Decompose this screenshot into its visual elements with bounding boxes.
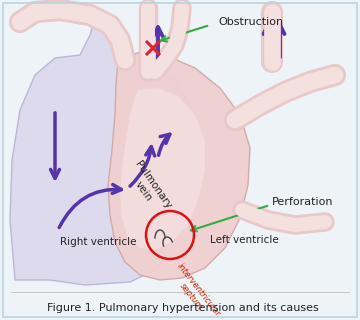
Text: Left ventricle: Left ventricle (210, 235, 279, 245)
Text: Right ventricle: Right ventricle (60, 237, 136, 247)
Polygon shape (10, 10, 195, 285)
Text: Obstruction: Obstruction (218, 17, 283, 27)
Text: Figure 1. Pulmonary hypertension and its causes: Figure 1. Pulmonary hypertension and its… (47, 303, 319, 313)
Text: interventricular
septum: interventricular septum (167, 262, 222, 320)
Text: Perforation: Perforation (272, 197, 333, 207)
Text: Pulmonary
vein: Pulmonary vein (123, 159, 173, 217)
Polygon shape (108, 52, 250, 280)
Polygon shape (120, 88, 205, 250)
